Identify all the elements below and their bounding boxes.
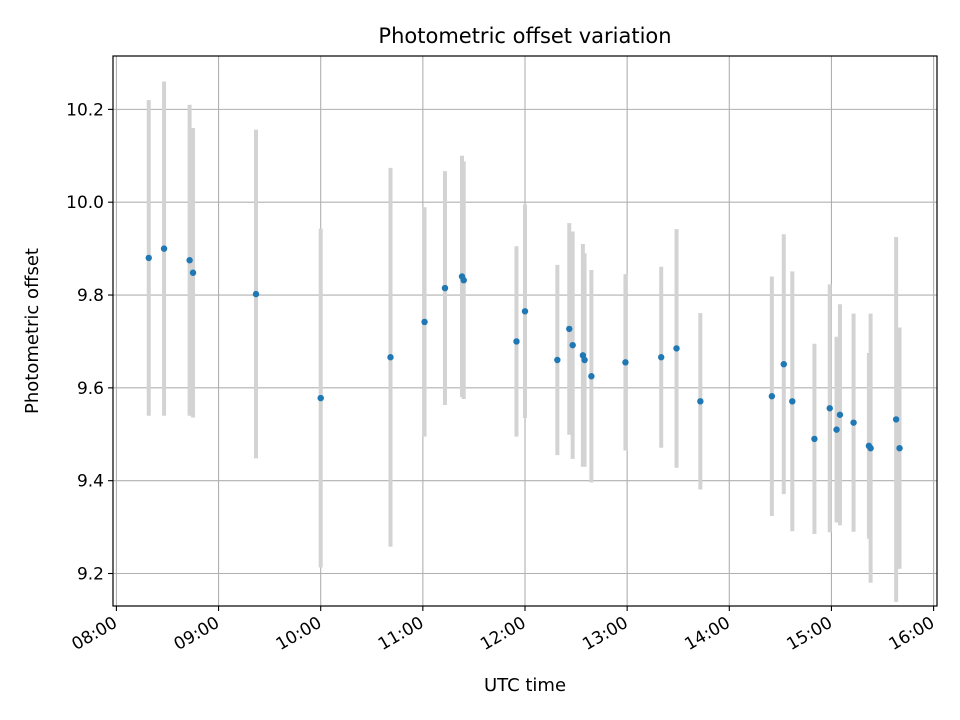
data-point bbox=[441, 284, 449, 292]
data-point bbox=[896, 444, 903, 452]
y-axis-ticks: 9.2 9.4 9.6 9.8 10.0 10.2 bbox=[66, 100, 113, 585]
data-point bbox=[186, 257, 193, 264]
data-point bbox=[569, 341, 576, 349]
data-point bbox=[554, 356, 561, 364]
data-point bbox=[521, 308, 529, 315]
data-point bbox=[789, 398, 796, 405]
chart-title: Photometric offset variation bbox=[378, 24, 671, 48]
data-point bbox=[826, 405, 833, 412]
y-tick-label: 10.2 bbox=[66, 100, 104, 120]
y-tick-label: 9.2 bbox=[77, 565, 104, 585]
grid bbox=[113, 56, 937, 606]
data-point bbox=[421, 318, 428, 326]
data-point bbox=[811, 435, 818, 443]
data-point bbox=[189, 269, 197, 276]
data-point bbox=[780, 360, 787, 368]
data-point bbox=[588, 373, 595, 380]
data-point bbox=[581, 356, 588, 364]
data-point bbox=[673, 345, 680, 352]
data-point bbox=[160, 245, 168, 252]
data-points bbox=[145, 245, 903, 452]
data-point bbox=[387, 354, 394, 361]
data-point bbox=[460, 276, 467, 284]
data-point bbox=[622, 359, 629, 366]
data-point bbox=[566, 325, 573, 333]
y-axis-label: Photometric offset bbox=[22, 248, 43, 414]
y-tick-label: 10.0 bbox=[66, 193, 104, 213]
data-point bbox=[850, 419, 857, 426]
data-point bbox=[145, 254, 152, 262]
data-point bbox=[513, 338, 520, 345]
data-point bbox=[317, 394, 324, 402]
data-point bbox=[867, 444, 874, 452]
y-tick-label: 9.8 bbox=[77, 286, 104, 306]
data-point bbox=[697, 398, 704, 405]
data-point bbox=[836, 411, 844, 418]
data-point bbox=[833, 426, 840, 433]
data-point bbox=[657, 354, 665, 361]
data-point bbox=[768, 393, 776, 400]
y-tick-label: 9.4 bbox=[77, 472, 104, 492]
x-axis-label: UTC time bbox=[484, 675, 566, 696]
data-point bbox=[892, 416, 900, 423]
data-point bbox=[252, 290, 260, 298]
y-tick-label: 9.6 bbox=[77, 379, 104, 399]
